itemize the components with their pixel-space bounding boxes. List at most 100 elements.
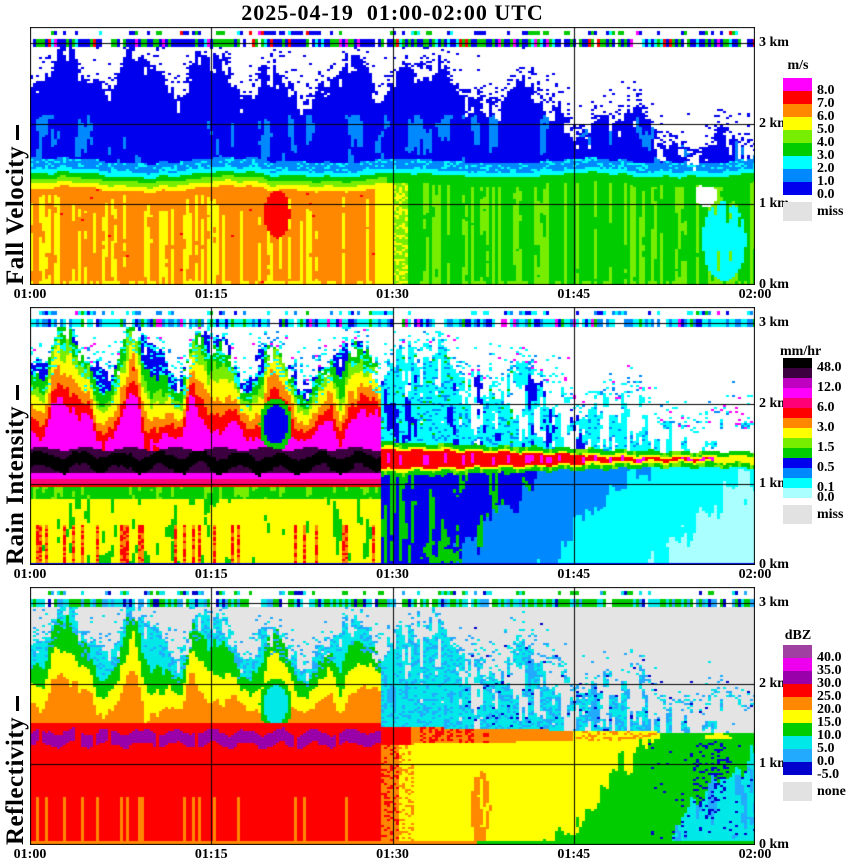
legend-unit-label: mm/hr [780,344,822,359]
legend-cell [783,143,812,156]
y-tick-label: 2 km [759,395,789,411]
legend-cell [783,408,812,418]
legend-unit-label: m/s [787,58,809,73]
y-tick-label: 3 km [759,595,789,610]
legend-cell [783,130,812,143]
legend-cell [783,104,812,117]
heatmap-fall-velocity [30,27,755,285]
legend-value: 10.0 [817,728,842,743]
x-tick-label: 02:00 [738,847,772,862]
legend-value: -5.0 [817,767,840,782]
y-tick-label: 1 km [759,756,789,772]
legend-cell [783,468,812,478]
x-tick-label: 01:30 [376,567,409,582]
legend-cell [783,438,812,448]
x-tick-label: 01:15 [194,847,228,862]
y-axis-title-text: Reflectivity [2,696,30,845]
x-tick-label: 01:15 [194,287,228,302]
legend-value: 3.0 [817,420,835,435]
legend-value: 20.0 [817,702,842,717]
y-tick-label: 1 km [759,476,789,492]
legend-cell [783,749,812,762]
legend-cell [783,684,812,697]
legend-value: 6.0 [817,400,835,415]
x-tick-label: 01:45 [557,567,591,582]
legend-value: 8.0 [817,83,835,98]
legend-value: 25.0 [817,689,842,704]
x-tick-label: 01:45 [557,847,591,862]
legend-value: 12.0 [817,380,842,395]
y-tick-label: 0 km [759,557,789,572]
legend-value: 15.0 [817,715,842,730]
legend-cell [783,645,812,658]
legend-cell [783,658,812,671]
x-tick-label: 01:15 [194,567,228,582]
legend-value: 3.0 [817,148,835,163]
x-tick-label: 01:45 [557,287,591,302]
legend-cell [783,169,812,182]
legend-unit-label: dBZ [784,628,812,643]
legend-cell [783,388,812,398]
legend-missing-swatch [783,202,812,221]
legend-missing-swatch [783,505,812,524]
legend-cell [783,458,812,468]
legend-cell [783,723,812,736]
legend-cell [783,428,812,438]
legend-cell [783,710,812,723]
y-axis-title-text: Rain Intensity [2,385,30,565]
legend-cell [783,418,812,428]
legend-value: 35.0 [817,663,842,678]
legend-value: 0.5 [817,460,835,475]
legend-value: 2.0 [817,161,835,176]
legend-value: 0.0 [817,754,835,769]
legend-cell [783,398,812,408]
y-tick-label: 0 km [759,837,789,852]
y-tick-label: 2 km [759,115,789,131]
y-axis-title-text: Fall Velocity [2,125,30,285]
legend-cell [783,156,812,169]
legend-cell [783,697,812,710]
y-tick-label: 3 km [759,35,789,50]
legend-cell [783,478,812,488]
legend-value: 1.0 [817,174,835,189]
legend-value: 5.0 [817,741,835,756]
legend-cell [783,448,812,458]
y-tick-label: 1 km [759,196,789,212]
x-tick-label: 01:30 [376,287,409,302]
x-tick-label: 01:00 [13,847,47,862]
legend-cell [783,182,812,195]
legend-value: 30.0 [817,676,842,691]
legend-cell [783,488,812,498]
legend-cell [783,358,812,368]
legend-cell [783,91,812,104]
legend-value: 5.0 [817,122,835,137]
y-tick-label: 2 km [759,675,789,691]
legend-value: 7.0 [817,96,835,111]
x-tick-label: 01:00 [13,287,47,302]
x-tick-label: 01:30 [376,847,409,862]
legend-value: 4.0 [817,135,835,150]
legend-value: 0.0 [817,187,835,202]
legend-cell [783,78,812,91]
y-axis-title-reflectivity: Reflectivity [2,587,30,845]
legend-cell [783,762,812,775]
y-axis-title-fall-velocity: Fall Velocity [2,27,30,285]
legend-value: 40.0 [817,650,842,665]
legend-cell [783,117,812,130]
x-tick-label: 02:00 [738,567,772,582]
legend-value: 0.1 [817,480,835,495]
y-tick-label: 0 km [759,277,789,292]
legend-value: 0.0 [817,490,835,505]
legend-missing-swatch [783,782,812,801]
legend-missing-label: none [817,784,846,799]
x-tick-label: 01:00 [13,567,47,582]
legend-value: 48.0 [817,360,842,375]
legend-cell [783,368,812,378]
figure-title: 2025-04-19 01:00-02:00 UTC [241,0,544,25]
legend-missing-label: miss [817,204,844,219]
heatmap-reflectivity [30,587,755,845]
y-axis-title-rain-intensity: Rain Intensity [2,307,30,565]
legend-cell [783,671,812,684]
heatmap-rain-intensity [30,307,755,565]
